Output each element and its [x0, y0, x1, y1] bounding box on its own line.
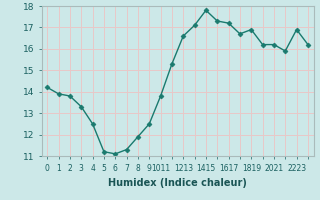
X-axis label: Humidex (Indice chaleur): Humidex (Indice chaleur)	[108, 178, 247, 188]
